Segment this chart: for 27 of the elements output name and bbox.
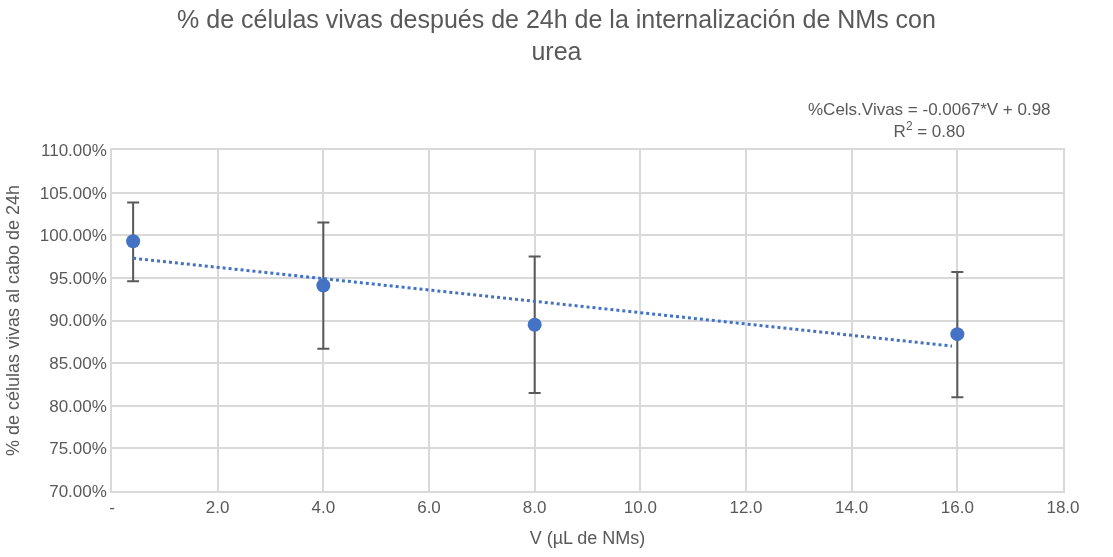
y-tick-label: 80.00% bbox=[49, 396, 107, 416]
point bbox=[316, 278, 331, 293]
x-axis-title: V (µL de NMs) bbox=[529, 527, 646, 548]
y-tick-label: 110.00% bbox=[40, 140, 107, 160]
x-tick-label: - bbox=[109, 498, 115, 518]
point bbox=[126, 234, 141, 249]
y-tick-label: 105.00% bbox=[39, 183, 107, 203]
point bbox=[950, 327, 965, 342]
x-tick-label: 12.0 bbox=[729, 498, 763, 518]
x-tick-label: 14.0 bbox=[835, 498, 869, 518]
point bbox=[527, 317, 542, 332]
x-tick-label: 18.0 bbox=[1046, 498, 1080, 518]
y-tick-label: 90.00% bbox=[49, 311, 107, 331]
y-tick-label: 70.00% bbox=[49, 481, 107, 501]
text: %Cels.Vivas = -0.0067*V + 0.98 R$^{2}$ = 0.80 bbox=[808, 100, 1051, 142]
x-tick-label: 4.0 bbox=[311, 498, 336, 518]
y-axis-title: % de células vivas al cabo de 24h bbox=[3, 184, 24, 457]
x-tick-label: 8.0 bbox=[522, 498, 547, 518]
x-tick-label: 6.0 bbox=[417, 498, 441, 518]
y-tick-label: 85.00% bbox=[49, 354, 107, 374]
y-tick-label: 75.00% bbox=[49, 439, 107, 459]
x-tick-label: 2.0 bbox=[205, 498, 230, 518]
x-tick-label: 16.0 bbox=[940, 498, 974, 518]
chart-title: % de células vivas después de 24h de la internalización de NMs con urea bbox=[177, 4, 936, 66]
x-tick-label: 10.0 bbox=[623, 498, 657, 518]
y-tick-label: 100.00% bbox=[39, 226, 107, 246]
y-tick-label: 95.00% bbox=[49, 268, 107, 288]
